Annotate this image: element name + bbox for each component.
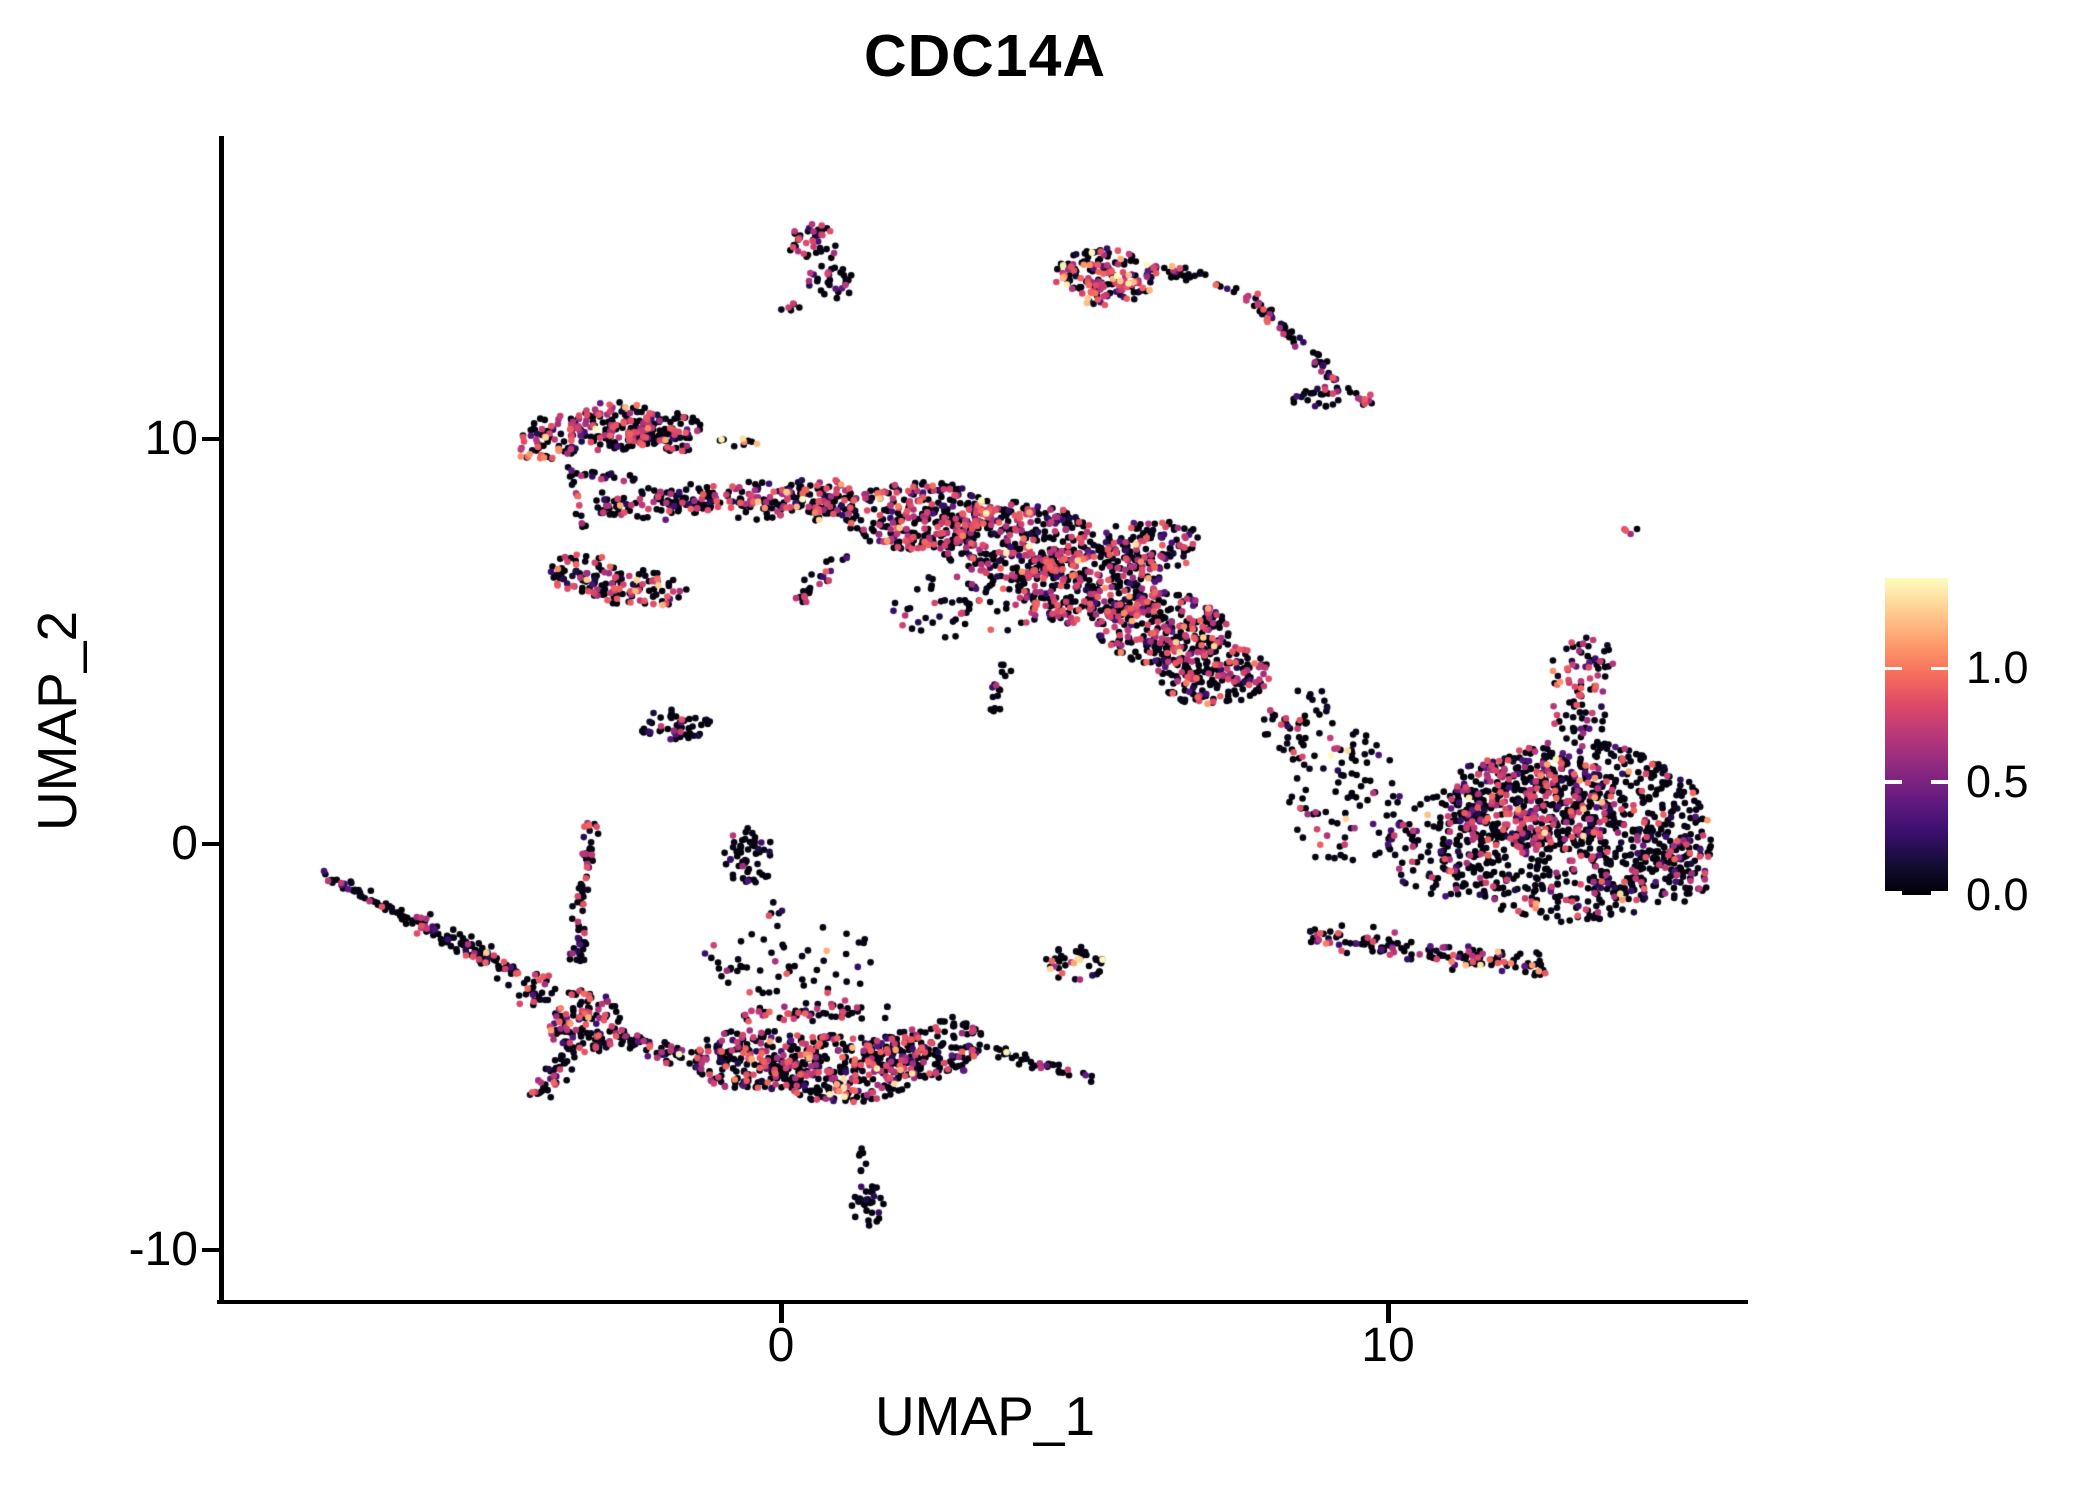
y-tick-mark — [202, 436, 221, 442]
y-axis-tick-label: -10 — [128, 1223, 198, 1276]
colorbar-tick-mark — [1885, 779, 1902, 784]
y-axis-line — [219, 136, 224, 1304]
x-axis-tick-label: 10 — [1361, 1319, 1415, 1372]
colorbar-tick-mark — [1931, 891, 1948, 895]
colorbar-tick-label: 0.0 — [1966, 869, 2029, 920]
colorbar-tick-mark — [1931, 779, 1948, 784]
x-axis-tick-label: 0 — [767, 1319, 795, 1372]
y-tick-mark — [202, 1247, 221, 1253]
x-tick-mark — [779, 1304, 784, 1323]
y-tick-mark — [202, 841, 221, 847]
y-axis-tick-label: 10 — [144, 412, 198, 465]
x-tick-mark — [1386, 1304, 1391, 1323]
colorbar-tick-mark — [1885, 666, 1902, 671]
colorbar-tick-label: 1.0 — [1966, 642, 2029, 693]
x-axis-line — [216, 1299, 1748, 1304]
colorbar-tick-mark — [1885, 891, 1902, 895]
x-axis-title: UMAP_1 — [874, 1385, 1096, 1447]
y-axis-tick-label: 0 — [171, 817, 198, 870]
colorbar-gradient — [1885, 578, 1948, 895]
y-axis-title: UMAP_2 — [26, 610, 88, 832]
colorbar-tick-mark — [1931, 666, 1948, 671]
colorbar-tick-label: 0.5 — [1966, 756, 2029, 807]
